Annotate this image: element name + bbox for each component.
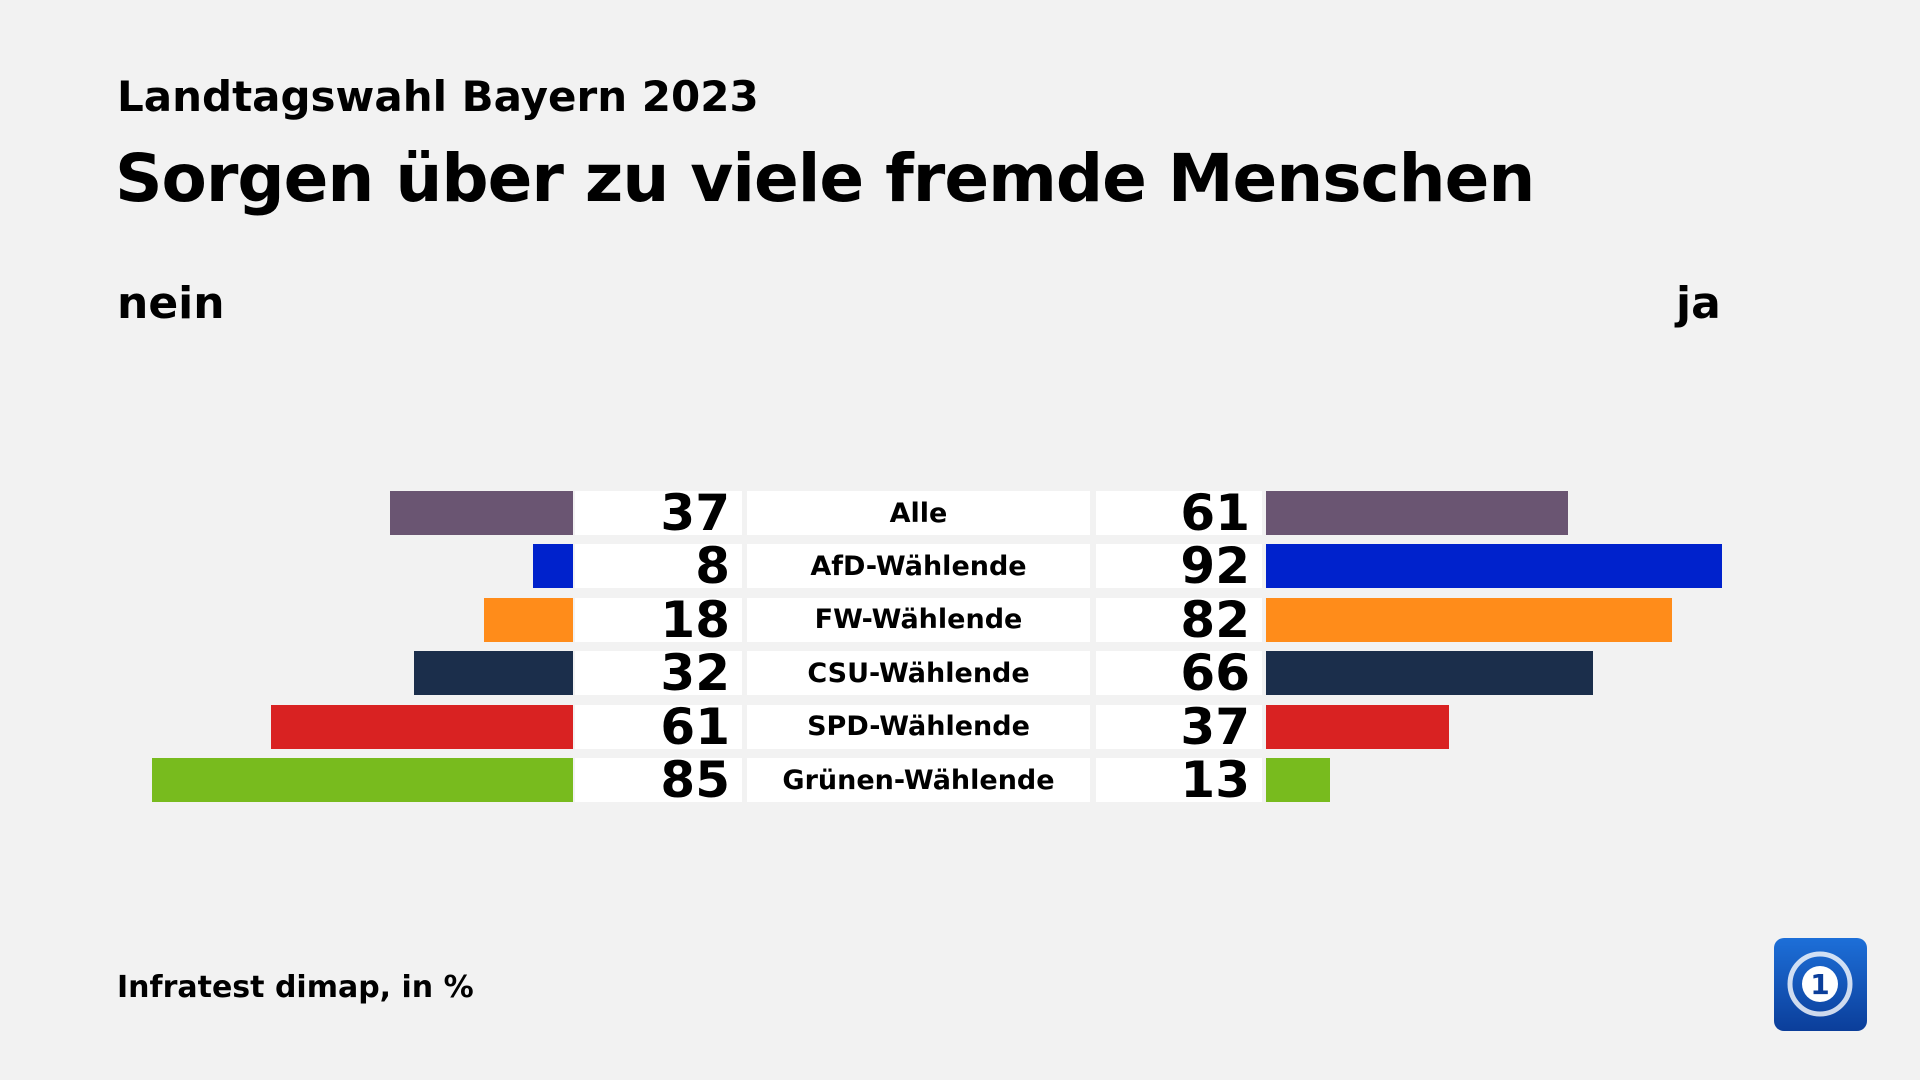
right-side-label: ja: [1676, 278, 1721, 329]
category-label: SPD-Wählende: [747, 704, 1090, 749]
bar-nein: [270, 704, 573, 749]
left-side-label: nein: [117, 278, 225, 329]
bar-nein: [389, 491, 573, 535]
ard-logo-icon: 1: [1774, 938, 1867, 1031]
value-ja: 61: [1096, 484, 1262, 542]
bar-nein: [414, 651, 573, 696]
value-nein: 85: [575, 751, 742, 809]
bar-nein: [533, 544, 573, 589]
source-note: Infratest dimap, in %: [117, 970, 474, 1005]
value-nein: 8: [575, 537, 742, 595]
value-nein: 37: [575, 484, 742, 542]
category-label: FW-Wählende: [747, 597, 1090, 642]
bar-ja: [1266, 704, 1450, 749]
value-nein: 18: [575, 591, 742, 649]
bar-ja: [1266, 491, 1569, 535]
bar-ja: [1266, 597, 1673, 642]
chart-supertitle: Landtagswahl Bayern 2023: [117, 72, 759, 121]
value-ja: 66: [1096, 644, 1262, 702]
bar-nein: [151, 758, 573, 802]
bar-ja: [1266, 758, 1331, 802]
value-nein: 61: [575, 698, 742, 756]
value-ja: 92: [1096, 537, 1262, 595]
bar-ja: [1266, 544, 1722, 589]
category-label: AfD-Wählende: [747, 544, 1090, 589]
value-nein: 32: [575, 644, 742, 702]
value-ja: 13: [1096, 751, 1262, 809]
category-label: Alle: [747, 491, 1090, 535]
bar-ja: [1266, 651, 1594, 696]
svg-text:1: 1: [1810, 968, 1829, 1001]
value-ja: 82: [1096, 591, 1262, 649]
category-label: CSU-Wählende: [747, 651, 1090, 696]
bar-nein: [483, 597, 573, 642]
value-ja: 37: [1096, 698, 1262, 756]
category-label: Grünen-Wählende: [747, 758, 1090, 802]
chart-title: Sorgen über zu viele fremde Menschen: [115, 140, 1535, 217]
